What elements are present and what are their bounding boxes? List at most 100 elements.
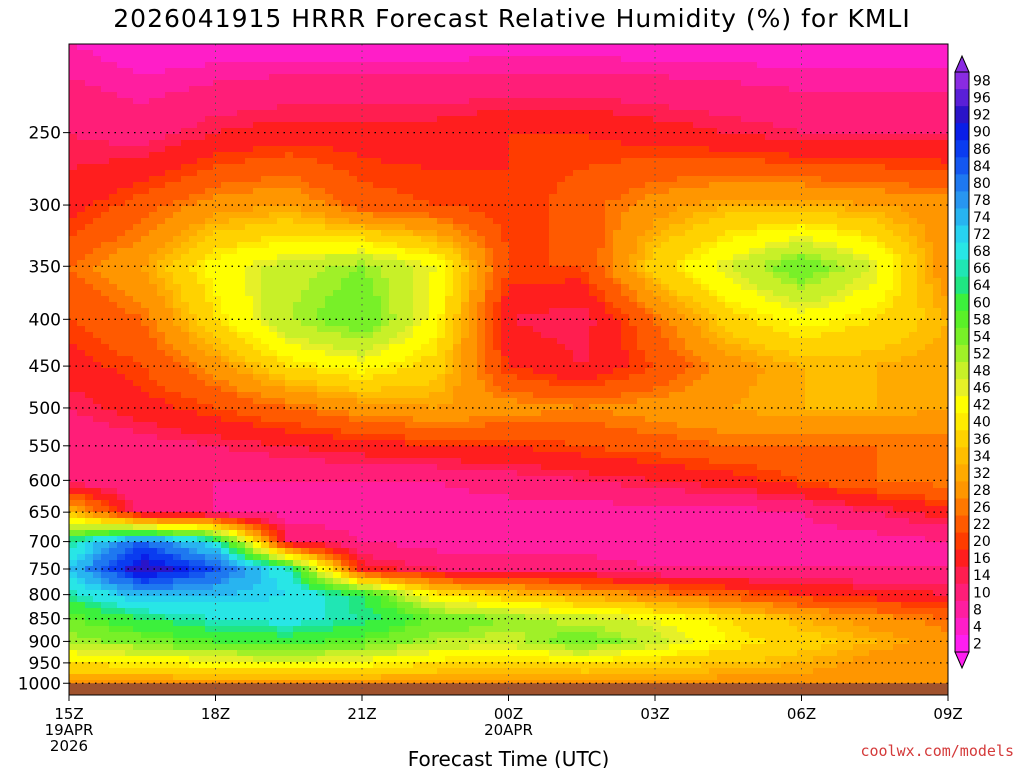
rh-cell	[325, 62, 334, 69]
rh-cell	[765, 206, 774, 213]
rh-cell	[237, 278, 246, 285]
rh-cell	[501, 242, 510, 249]
rh-cell	[909, 230, 918, 237]
rh-cell	[773, 80, 782, 87]
rh-cell	[101, 44, 110, 51]
rh-cell	[85, 254, 94, 261]
rh-cell	[813, 128, 822, 135]
rh-cell	[477, 302, 486, 309]
rh-cell	[333, 278, 342, 285]
rh-cell	[901, 116, 910, 123]
rh-cell	[85, 182, 94, 189]
rh-cell	[813, 56, 822, 63]
rh-cell	[173, 98, 182, 105]
rh-cell	[421, 272, 430, 279]
rh-cell	[541, 242, 550, 249]
rh-cell	[517, 206, 526, 213]
rh-cell	[341, 290, 350, 297]
rh-cell	[373, 104, 382, 111]
rh-cell	[125, 122, 134, 129]
rh-cell	[157, 68, 166, 75]
rh-cell	[205, 296, 214, 303]
rh-cell	[109, 164, 118, 171]
rh-cell	[365, 44, 374, 51]
rh-cell	[685, 68, 694, 75]
rh-cell	[925, 242, 934, 249]
rh-cell	[509, 188, 518, 195]
rh-cell	[733, 128, 742, 135]
rh-cell	[253, 86, 262, 93]
rh-cell	[101, 128, 110, 135]
rh-cell	[605, 62, 614, 69]
rh-cell	[405, 302, 414, 309]
rh-cell	[789, 80, 798, 87]
rh-cell	[549, 302, 558, 309]
rh-cell	[789, 44, 798, 51]
rh-cell	[381, 302, 390, 309]
rh-cell	[565, 308, 574, 315]
rh-cell	[645, 278, 654, 285]
rh-cell	[373, 62, 382, 69]
rh-cell	[461, 200, 470, 207]
rh-cell	[365, 56, 374, 63]
rh-cell	[565, 278, 574, 285]
rh-cell	[829, 212, 838, 219]
rh-cell	[117, 116, 126, 123]
rh-cell	[621, 140, 630, 147]
rh-cell	[413, 230, 422, 237]
rh-cell	[341, 80, 350, 87]
rh-cell	[485, 74, 494, 81]
rh-cell	[669, 188, 678, 195]
rh-cell	[453, 44, 462, 51]
rh-cell	[837, 74, 846, 81]
rh-cell	[525, 116, 534, 123]
rh-cell	[285, 200, 294, 207]
rh-cell	[173, 296, 182, 303]
rh-cell	[501, 122, 510, 129]
rh-cell	[269, 230, 278, 237]
rh-cell	[317, 182, 326, 189]
rh-cell	[453, 92, 462, 99]
rh-cell	[309, 218, 318, 225]
rh-cell	[109, 266, 118, 273]
rh-cell	[453, 128, 462, 135]
rh-cell	[837, 230, 846, 237]
rh-cell	[685, 266, 694, 273]
rh-cell	[853, 170, 862, 177]
rh-cell	[85, 104, 94, 111]
rh-cell	[437, 98, 446, 105]
rh-cell	[341, 152, 350, 159]
rh-cell	[685, 212, 694, 219]
rh-cell	[565, 158, 574, 165]
rh-cell	[237, 164, 246, 171]
rh-cell	[813, 266, 822, 273]
rh-cell	[397, 56, 406, 63]
rh-cell	[165, 176, 174, 183]
rh-cell	[653, 92, 662, 99]
rh-cell	[605, 212, 614, 219]
rh-cell	[797, 128, 806, 135]
rh-cell	[77, 242, 86, 249]
rh-cell	[493, 98, 502, 105]
rh-cell	[645, 110, 654, 117]
rh-cell	[733, 152, 742, 159]
rh-cell	[509, 68, 518, 75]
rh-cell	[429, 176, 438, 183]
rh-cell	[277, 284, 286, 291]
rh-cell	[469, 212, 478, 219]
rh-cell	[485, 80, 494, 87]
rh-cell	[269, 224, 278, 231]
rh-cell	[77, 146, 86, 153]
rh-cell	[749, 44, 758, 51]
rh-cell	[765, 176, 774, 183]
rh-cell	[165, 122, 174, 129]
rh-cell	[181, 182, 190, 189]
rh-cell	[565, 272, 574, 279]
rh-cell	[869, 200, 878, 207]
rh-cell	[637, 272, 646, 279]
rh-cell	[925, 218, 934, 225]
rh-cell	[125, 158, 134, 165]
rh-cell	[541, 152, 550, 159]
rh-cell	[605, 218, 614, 225]
rh-cell	[221, 212, 230, 219]
